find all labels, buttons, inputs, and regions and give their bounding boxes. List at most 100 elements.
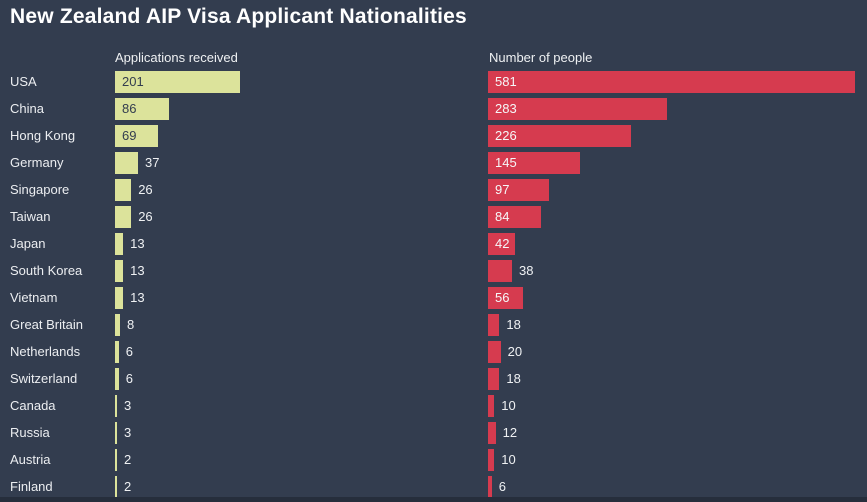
applications-bar: 69 <box>115 124 158 147</box>
people-bar: 283 <box>488 97 667 120</box>
people-track: 581 <box>488 70 867 93</box>
country-label: Germany <box>10 155 64 170</box>
applications-track: 6 <box>115 340 488 363</box>
applications-track: 2 <box>115 448 488 471</box>
applications-value-label: 26 <box>138 182 153 197</box>
applications-bar <box>115 448 117 471</box>
applications-value-label: 6 <box>125 344 133 359</box>
people-bar: 581 <box>488 70 855 93</box>
applications-track: 13 <box>115 286 488 309</box>
people-bar <box>488 421 496 444</box>
applications-bar <box>115 259 124 282</box>
applications-value-label: 37 <box>145 155 160 170</box>
applications-track: 26 <box>115 178 488 201</box>
people-value-label: 10 <box>501 452 516 467</box>
people-value-label: 20 <box>507 344 523 359</box>
people-value-label: 6 <box>498 479 507 494</box>
applications-bar <box>115 205 132 228</box>
chart-row: Great Britain 8 18 <box>0 311 867 338</box>
chart-row: Switzerland 6 18 <box>0 365 867 392</box>
applications-bar: 201 <box>115 70 240 93</box>
people-track: 97 <box>488 178 867 201</box>
people-track: 12 <box>488 421 867 444</box>
people-value-label: 226 <box>495 128 517 143</box>
people-bar <box>488 475 492 498</box>
chart-row: Hong Kong 69 226 <box>0 122 867 149</box>
applications-value-label: 13 <box>130 236 145 251</box>
bottom-edge-strip <box>0 497 867 502</box>
people-bar <box>488 340 501 363</box>
people-value-label: 84 <box>495 209 510 224</box>
people-column-header: Number of people <box>489 50 593 65</box>
country-label: Russia <box>10 425 50 440</box>
people-value-label: 283 <box>495 101 517 116</box>
chart-rows: USA 201 581 China 86 283 Hong Kong 69 226 Germany… <box>0 68 867 500</box>
people-track: 84 <box>488 205 867 228</box>
applications-value-label: 8 <box>127 317 135 332</box>
people-track: 56 <box>488 286 867 309</box>
chart-row: USA 201 581 <box>0 68 867 95</box>
chart-row: Finland 2 6 <box>0 473 867 500</box>
people-bar <box>488 313 500 336</box>
people-track: 18 <box>488 313 867 336</box>
applications-value-label: 3 <box>124 398 132 413</box>
country-label: USA <box>10 74 37 89</box>
applications-column-header: Applications received <box>115 50 238 65</box>
applications-value-label: 201 <box>122 74 144 89</box>
people-bar: 145 <box>488 151 580 174</box>
country-label: South Korea <box>10 263 83 278</box>
people-value-label: 581 <box>495 74 517 89</box>
people-bar <box>488 259 512 282</box>
people-value-label: 56 <box>495 290 510 305</box>
chart-row: Netherlands 6 20 <box>0 338 867 365</box>
people-value-label: 18 <box>506 317 521 332</box>
people-track: 10 <box>488 394 867 417</box>
people-track: 38 <box>488 259 867 282</box>
people-track: 283 <box>488 97 867 120</box>
country-label: Canada <box>10 398 56 413</box>
chart-row: Singapore 26 97 <box>0 176 867 203</box>
people-value-label: 145 <box>495 155 517 170</box>
country-label: Japan <box>10 236 46 251</box>
chart-row: Germany 37 145 <box>0 149 867 176</box>
people-track: 6 <box>488 475 867 498</box>
people-bar <box>488 448 495 471</box>
applications-track: 3 <box>115 421 488 444</box>
applications-track: 3 <box>115 394 488 417</box>
people-track: 10 <box>488 448 867 471</box>
applications-track: 8 <box>115 313 488 336</box>
people-value-label: 10 <box>501 398 516 413</box>
people-track: 20 <box>488 340 867 363</box>
people-bar: 97 <box>488 178 550 201</box>
applications-value-label: 6 <box>125 371 133 386</box>
chart-row: Vietnam 13 56 <box>0 284 867 311</box>
chart-row: China 86 283 <box>0 95 867 122</box>
applications-bar <box>115 151 138 174</box>
people-value-label: 38 <box>519 263 534 278</box>
people-bar: 84 <box>488 205 542 228</box>
applications-track: 2 <box>115 475 488 498</box>
people-value-label: 18 <box>506 371 521 386</box>
applications-value-label: 86 <box>122 101 137 116</box>
applications-track: 201 <box>115 70 488 93</box>
applications-bar <box>115 178 132 201</box>
country-label: Hong Kong <box>10 128 76 143</box>
chart-row: Russia 3 12 <box>0 419 867 446</box>
applications-value-label: 2 <box>124 452 132 467</box>
people-track: 18 <box>488 367 867 390</box>
country-label: Austria <box>10 452 51 467</box>
applications-value-label: 2 <box>124 479 132 494</box>
people-track: 226 <box>488 124 867 147</box>
chart-row: Austria 2 10 <box>0 446 867 473</box>
country-label: China <box>10 101 44 116</box>
chart-row: Japan 13 42 <box>0 230 867 257</box>
country-label: Netherlands <box>10 344 81 359</box>
applications-value-label: 69 <box>122 128 137 143</box>
applications-value-label: 26 <box>138 209 153 224</box>
people-bar: 42 <box>488 232 515 255</box>
applications-bar <box>115 286 124 309</box>
people-track: 42 <box>488 232 867 255</box>
chart-row: South Korea 13 38 <box>0 257 867 284</box>
people-bar <box>488 367 500 390</box>
